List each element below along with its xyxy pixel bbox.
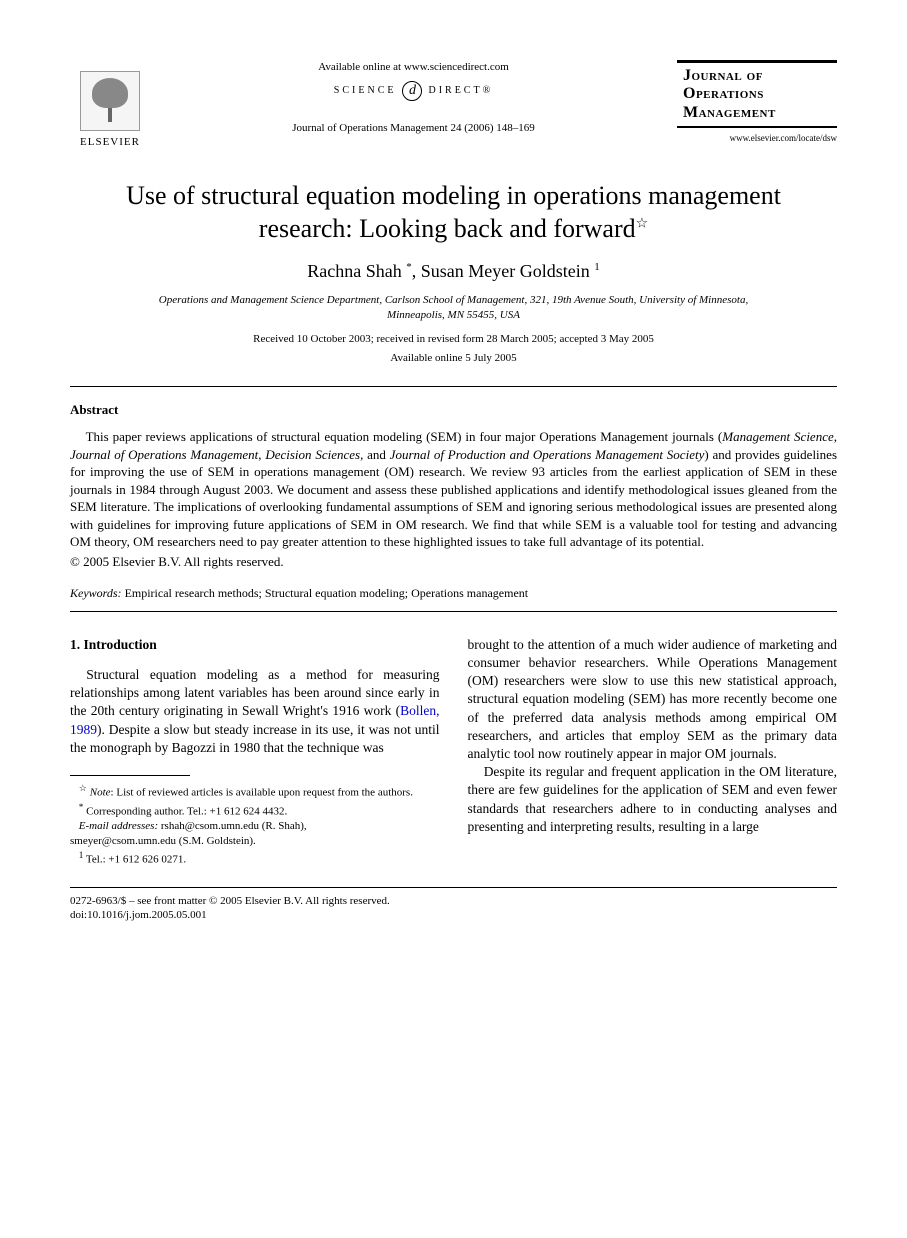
- science-direct-logo: SCIENCE d DIRECT®: [170, 81, 657, 101]
- journal-box-line2: Operations: [677, 85, 837, 103]
- affiliation: Operations and Management Science Depart…: [150, 293, 757, 322]
- elsevier-tree-icon: [80, 71, 140, 131]
- author-1-marker: *: [406, 261, 412, 273]
- footnote-note: ☆ Note: List of reviewed articles is ava…: [70, 782, 440, 801]
- footnote-1: 1 Tel.: +1 612 626 0271.: [70, 849, 440, 868]
- available-online-date: Available online 5 July 2005: [70, 351, 837, 366]
- header-center: Available online at www.sciencedirect.co…: [150, 60, 677, 136]
- p1-post: ). Despite a slow but steady increase in…: [70, 722, 440, 755]
- page-header: ELSEVIER Available online at www.science…: [70, 60, 837, 150]
- journal-box-wrap: Journal of Operations Management www.els…: [677, 60, 837, 144]
- title-note-marker: ☆: [636, 216, 649, 231]
- footnote-emails: E-mail addresses: rshah@csom.umn.edu (R.…: [70, 819, 440, 834]
- journal-box-line1: Journal of: [677, 67, 837, 85]
- keywords-text: Empirical research methods; Structural e…: [122, 586, 529, 600]
- fn-note-marker: ☆: [79, 783, 87, 793]
- publisher-logo: ELSEVIER: [70, 60, 150, 150]
- intro-para-1: Structural equation modeling as a method…: [70, 666, 440, 757]
- divider-bottom: [70, 887, 837, 888]
- footnote-corresponding: * Corresponding author. Tel.: +1 612 624…: [70, 801, 440, 820]
- abstract-heading: Abstract: [70, 401, 837, 419]
- intro-para-1-cont: brought to the attention of a much wider…: [468, 636, 838, 764]
- body-columns: 1. Introduction Structural equation mode…: [70, 636, 837, 868]
- footnote-rule: [70, 775, 190, 776]
- sd-d-icon: d: [402, 81, 422, 101]
- author-2: Susan Meyer Goldstein: [421, 261, 590, 281]
- journal-reference: Journal of Operations Management 24 (200…: [170, 121, 657, 136]
- section-1-heading: 1. Introduction: [70, 636, 440, 654]
- doi-line: doi:10.1016/j.jom.2005.05.001: [70, 908, 837, 922]
- sd-right: DIRECT®: [428, 84, 493, 98]
- article-title: Use of structural equation modeling in o…: [110, 180, 797, 245]
- fn-corr-text: Corresponding author. Tel.: +1 612 624 4…: [83, 805, 287, 817]
- fn-note-text: : List of reviewed articles is available…: [111, 787, 413, 799]
- journal-box-line3: Management: [677, 104, 837, 122]
- front-matter-line: 0272-6963/$ – see front matter © 2005 El…: [70, 894, 837, 908]
- divider-above-abstract: [70, 386, 837, 387]
- fn-email-2: smeyer@csom.umn.edu (S.M. Goldstein).: [70, 834, 440, 849]
- column-left: 1. Introduction Structural equation mode…: [70, 636, 440, 868]
- author-2-marker: 1: [594, 261, 600, 273]
- intro-para-2: Despite its regular and frequent applica…: [468, 763, 838, 836]
- fn-email-label: E-mail addresses:: [79, 820, 158, 832]
- publisher-name: ELSEVIER: [80, 135, 140, 150]
- sd-left: SCIENCE: [334, 84, 397, 98]
- available-online-text: Available online at www.sciencedirect.co…: [170, 60, 657, 75]
- divider-below-keywords: [70, 611, 837, 612]
- fn-note-label: Note: [90, 787, 111, 799]
- p1-pre: Structural equation modeling as a method…: [70, 667, 440, 718]
- column-right: brought to the attention of a much wider…: [468, 636, 838, 868]
- received-dates: Received 10 October 2003; received in re…: [70, 332, 837, 347]
- journal-title-box: Journal of Operations Management: [677, 60, 837, 128]
- journal-url: www.elsevier.com/locate/dsw: [677, 132, 837, 144]
- abstract-copyright: © 2005 Elsevier B.V. All rights reserved…: [70, 553, 837, 571]
- fn-email-1: rshah@csom.umn.edu (R. Shah),: [158, 820, 307, 832]
- authors-line: Rachna Shah *, Susan Meyer Goldstein 1: [70, 259, 837, 283]
- footnotes: ☆ Note: List of reviewed articles is ava…: [70, 782, 440, 867]
- keywords-line: Keywords: Empirical research methods; St…: [70, 585, 837, 601]
- abstract-body: This paper reviews applications of struc…: [70, 428, 837, 551]
- fn1-text: Tel.: +1 612 626 0271.: [83, 853, 186, 865]
- author-1: Rachna Shah: [307, 261, 401, 281]
- title-text: Use of structural equation modeling in o…: [126, 181, 781, 243]
- keywords-label: Keywords:: [70, 586, 122, 600]
